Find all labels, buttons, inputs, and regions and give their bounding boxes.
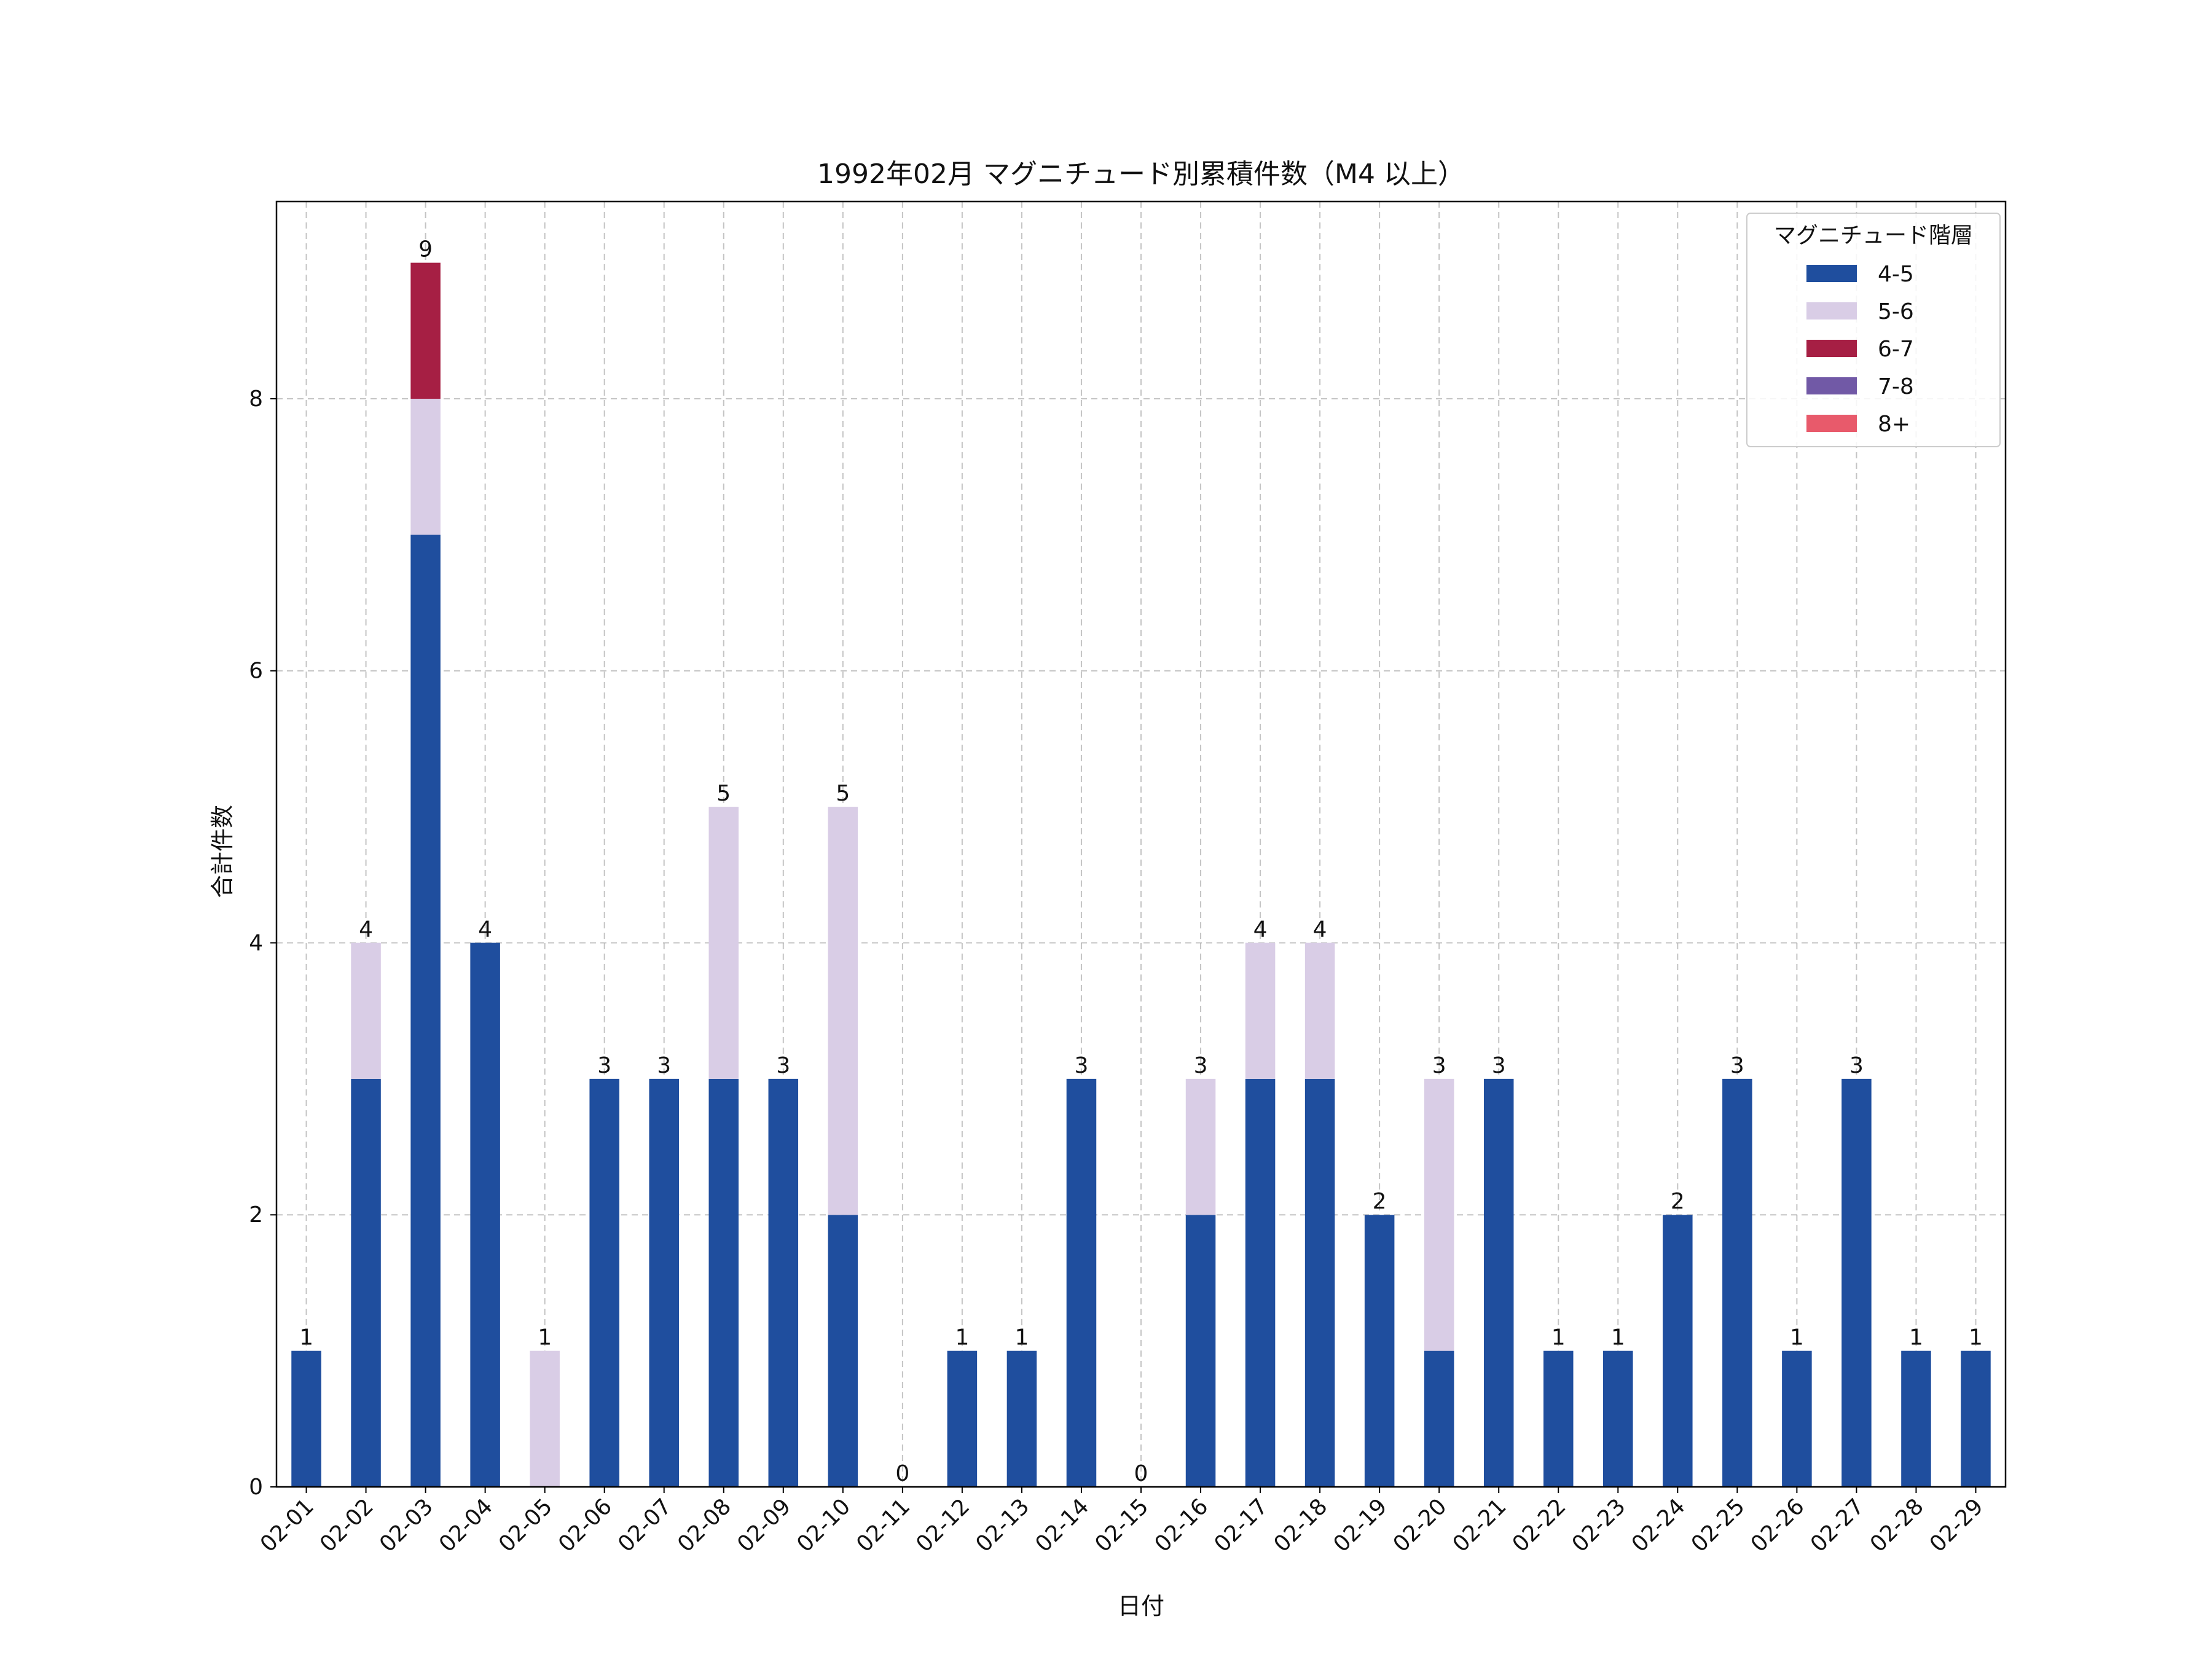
bar-segment-4-5 — [947, 1350, 978, 1487]
legend-title: マグニチュード階層 — [1774, 223, 1973, 248]
legend-label: 8+ — [1878, 412, 1910, 437]
legend-items: 4-5 5-6 6-7 7-8 8+ — [1806, 262, 1914, 437]
bar-segment-4-5 — [589, 1078, 619, 1487]
legend-box — [1746, 213, 2001, 447]
legend-swatch-4-5 — [1806, 265, 1857, 282]
bar-segment-4-5 — [1066, 1078, 1097, 1487]
bar-segment-4-5 — [1961, 1350, 1991, 1487]
bar-segment-5-6 — [828, 807, 858, 1215]
legend-swatch-5-6 — [1806, 302, 1857, 319]
bar-segment-4-5 — [470, 943, 500, 1487]
legend-swatch-7-8 — [1806, 377, 1857, 394]
bar-segment-5-6 — [351, 943, 381, 1079]
bar-segment-5-6 — [410, 398, 441, 535]
bar-segment-4-5 — [1185, 1215, 1216, 1487]
bar-segment-5-6 — [1245, 943, 1276, 1079]
bar-segment-4-5 — [1722, 1078, 1752, 1487]
bar-segment-4-5 — [1424, 1350, 1454, 1487]
bar-total-label: 3 — [1849, 1053, 1864, 1078]
bar-segment-4-5 — [1304, 1078, 1335, 1487]
y-tick-label: 6 — [249, 659, 263, 684]
bar-total-label: 2 — [1373, 1189, 1387, 1214]
legend-swatch-6-7 — [1806, 340, 1857, 357]
bar-total-label: 3 — [597, 1053, 611, 1078]
bar-segment-4-5 — [1006, 1350, 1037, 1487]
legend: マグニチュード階層 4-5 5-6 6-7 7-8 8+ — [1746, 213, 2001, 447]
bar-segment-4-5 — [768, 1078, 799, 1487]
bar-total-label: 1 — [1790, 1325, 1804, 1350]
legend-label: 7-8 — [1878, 374, 1914, 399]
bar-total-label: 3 — [1075, 1053, 1089, 1078]
bar-total-label: 4 — [1313, 917, 1327, 942]
bar-total-label: 3 — [1730, 1053, 1744, 1078]
bar-segment-4-5 — [708, 1078, 739, 1487]
bar-total-label: 3 — [1432, 1053, 1446, 1078]
bar-total-label: 1 — [299, 1325, 313, 1350]
bar-segment-5-6 — [1304, 943, 1335, 1079]
bar-segment-5-6 — [708, 807, 739, 1079]
bar-total-label: 3 — [1492, 1053, 1506, 1078]
y-axis-label: 合計件数 — [209, 805, 236, 898]
bar-total-label: 1 — [1969, 1325, 1983, 1350]
bar-segment-4-5 — [1364, 1215, 1395, 1487]
legend-swatch-8+ — [1806, 415, 1857, 432]
x-axis-label: 日付 — [1118, 1593, 1164, 1620]
bar-segment-4-5 — [1841, 1078, 1872, 1487]
bar-total-label: 4 — [1253, 917, 1268, 942]
bar-segment-4-5 — [351, 1078, 381, 1487]
bar-segment-4-5 — [649, 1078, 679, 1487]
legend-label: 5-6 — [1878, 299, 1914, 324]
bar-total-label: 3 — [776, 1053, 790, 1078]
y-tick-label: 4 — [249, 930, 263, 955]
y-tick-label: 8 — [249, 386, 263, 412]
bar-segment-4-5 — [1245, 1078, 1276, 1487]
y-tick-label: 0 — [249, 1475, 263, 1500]
bar-total-label: 5 — [836, 781, 850, 806]
bar-total-label: 5 — [716, 781, 731, 806]
bar-segment-6-7 — [410, 262, 441, 399]
bar-segment-4-5 — [410, 535, 441, 1487]
bar-total-label: 1 — [1611, 1325, 1625, 1350]
bar-total-label: 0 — [1134, 1461, 1148, 1486]
bar-total-label: 4 — [359, 917, 373, 942]
bar-segment-4-5 — [1543, 1350, 1574, 1487]
legend-label: 4-5 — [1878, 262, 1914, 287]
bar-segment-4-5 — [1782, 1350, 1812, 1487]
chart-title: 1992年02月 マグニチュード別累積件数（M4 以上） — [817, 159, 1465, 190]
bar-total-label: 1 — [1551, 1325, 1566, 1350]
bar-total-label: 3 — [1194, 1053, 1208, 1078]
bar-total-label: 2 — [1671, 1189, 1685, 1214]
bar-total-label: 1 — [1909, 1325, 1923, 1350]
bar-segment-4-5 — [291, 1350, 321, 1487]
bar-total-label: 1 — [955, 1325, 969, 1350]
bar-total-label: 0 — [895, 1461, 909, 1486]
legend-label: 6-7 — [1878, 337, 1914, 362]
bar-total-label: 9 — [418, 237, 433, 262]
y-tick-label: 2 — [249, 1202, 263, 1228]
bar-total-label: 3 — [657, 1053, 671, 1078]
bar-segment-4-5 — [1663, 1215, 1693, 1487]
bar-total-label: 4 — [478, 917, 492, 942]
bar-segment-4-5 — [1483, 1078, 1514, 1487]
bar-segment-4-5 — [1603, 1350, 1633, 1487]
bar-segment-5-6 — [1424, 1078, 1454, 1351]
bar-segment-4-5 — [828, 1215, 858, 1487]
bars — [291, 262, 1991, 1487]
bar-segment-5-6 — [1185, 1078, 1216, 1215]
bar-total-label: 1 — [538, 1325, 552, 1350]
bar-segment-5-6 — [530, 1350, 560, 1487]
bar-segment-4-5 — [1901, 1350, 1931, 1487]
bar-total-label: 1 — [1014, 1325, 1029, 1350]
